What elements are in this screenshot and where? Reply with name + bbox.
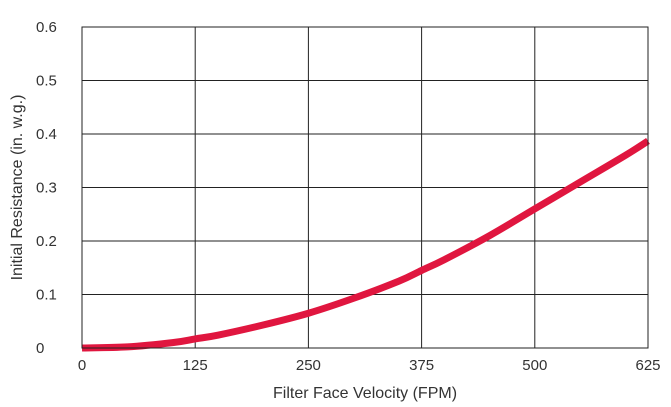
y-tick-labels: 0 0.1 0.2 0.3 0.4 0.5 0.6 [36, 19, 57, 357]
x-tick-label: 0 [78, 357, 86, 374]
y-tick-label: 0.1 [36, 287, 57, 304]
y-tick-label: 0.2 [36, 233, 57, 250]
series-line [81, 138, 650, 352]
x-tick-label: 125 [183, 357, 208, 374]
y-tick-label: 0.6 [36, 19, 57, 36]
x-tick-labels: 0 125 250 375 500 625 [78, 357, 661, 374]
x-tick-label: 500 [522, 357, 547, 374]
x-axis-title: Filter Face Velocity (FPM) [273, 385, 457, 402]
y-axis-title: Initial Resistance (in. w.g.) [9, 95, 26, 281]
y-tick-label: 0.5 [36, 73, 57, 90]
series-layer [81, 138, 650, 352]
plot-frame [81, 26, 649, 349]
y-tick-label: 0.3 [36, 180, 57, 197]
x-tick-label: 625 [635, 357, 660, 374]
x-tick-label: 250 [296, 357, 321, 374]
x-tick-label: 375 [409, 357, 434, 374]
y-tick-label: 0.4 [36, 126, 57, 143]
y-tick-label: 0 [36, 340, 44, 357]
